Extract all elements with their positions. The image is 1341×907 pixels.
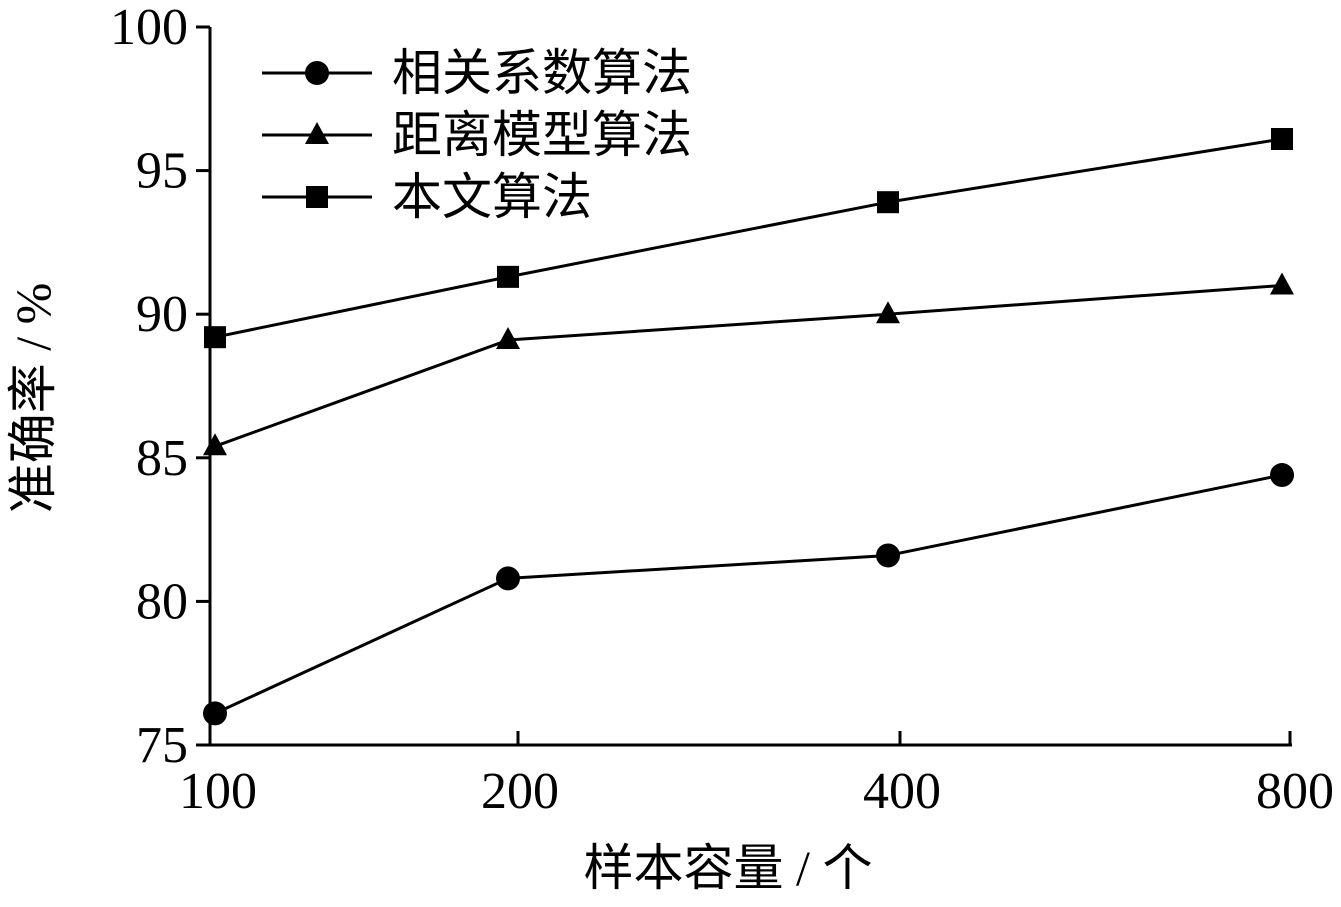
data-point-1-2 xyxy=(876,301,900,324)
data-point-0-3 xyxy=(1270,463,1294,488)
series-layer xyxy=(203,128,1294,726)
series-line-0 xyxy=(214,473,1283,715)
data-point-2-3 xyxy=(1271,128,1293,151)
data-point-1-0 xyxy=(203,433,227,456)
legend-marker-1 xyxy=(305,122,329,144)
x-axis-title: 样本容量 / 个 xyxy=(584,840,873,896)
legend-label-0: 相关系数算法 xyxy=(392,45,692,101)
x-tick-label-1: 200 xyxy=(481,763,559,820)
series-circle xyxy=(203,463,1294,726)
legend-item-0: 相关系数算法 xyxy=(262,45,692,101)
y-axis-title: 准确率 / % xyxy=(5,283,61,514)
data-point-2-1 xyxy=(497,265,519,288)
series-line-1 xyxy=(214,283,1283,448)
axis-ticks: 75 80 85 90 95 100 100 200 400 800 xyxy=(110,0,1334,820)
series-line-2 xyxy=(214,137,1283,339)
data-point-0-0 xyxy=(203,701,227,726)
data-point-2-0 xyxy=(204,326,226,349)
legend-item-1: 距离模型算法 xyxy=(262,107,692,163)
y-tick-label-4: 95 xyxy=(136,143,188,200)
data-point-1-3 xyxy=(1270,272,1294,295)
legend-marker-2 xyxy=(306,186,328,208)
data-point-1-1 xyxy=(496,327,520,350)
y-tick-label-3: 90 xyxy=(136,286,188,343)
y-tick-label-1: 80 xyxy=(136,573,188,630)
legend-marker-0 xyxy=(305,61,329,85)
legend-label-1: 距离模型算法 xyxy=(392,107,692,163)
data-point-0-1 xyxy=(496,566,520,591)
x-tick-label-2: 400 xyxy=(863,763,941,820)
legend-label-2: 本文算法 xyxy=(392,169,592,225)
x-tick-label-3: 800 xyxy=(1256,763,1334,820)
series-triangle xyxy=(203,272,1294,456)
series-square xyxy=(204,128,1293,349)
x-tick-label-0: 100 xyxy=(179,763,257,820)
y-tick-label-2: 85 xyxy=(136,430,188,487)
y-tick-label-5: 100 xyxy=(110,0,188,56)
data-point-0-2 xyxy=(876,543,900,568)
y-tick-label-0: 75 xyxy=(136,717,188,774)
data-point-2-2 xyxy=(877,191,899,214)
legend-item-2: 本文算法 xyxy=(262,169,592,225)
axes xyxy=(208,27,1292,747)
